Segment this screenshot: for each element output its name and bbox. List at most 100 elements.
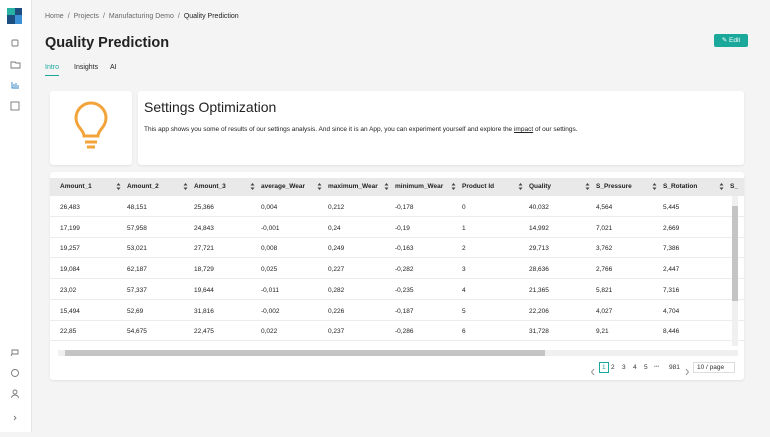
table-header	[50, 178, 744, 196]
column-header[interactable]: Amount_2	[127, 183, 159, 190]
table-cell: 3	[462, 266, 466, 274]
sort-arrows[interactable]	[652, 182, 657, 191]
table-cell: 48,151	[127, 204, 147, 211]
page-number[interactable]: 1	[599, 362, 609, 373]
sort-arrows[interactable]	[451, 182, 456, 191]
table-cell: 0,008	[261, 245, 278, 253]
column-header[interactable]: S_Rotation	[663, 183, 698, 190]
intro-link[interactable]: impact	[513, 126, 534, 133]
edit-button[interactable]: ✎ Edit	[714, 34, 748, 47]
table-cell: 5	[462, 307, 466, 315]
table-cell: 19,644	[194, 286, 214, 294]
sort-icon[interactable]	[451, 182, 456, 192]
sort-arrows[interactable]	[518, 182, 523, 191]
table-cell: -0,187	[395, 307, 414, 315]
table-cell: 17,199	[60, 224, 80, 232]
sidebar-icons	[7, 8, 22, 421]
tab[interactable]: AI	[110, 64, 117, 71]
column-header[interactable]: Product Id	[462, 183, 495, 190]
table-cell: 15,494	[60, 307, 80, 315]
next-page[interactable]	[684, 363, 690, 380]
table-cell: 3,762	[596, 245, 613, 253]
table-cell: 4,704	[663, 307, 680, 315]
table-cell: 0,227	[328, 266, 345, 274]
page-number[interactable]: 4	[633, 364, 637, 371]
table: Amount_1 Amount_2 Amount_3 average_Wear maxi…	[50, 178, 744, 350]
breadcrumb-separator: /	[102, 13, 105, 20]
column-header[interactable]: minimum_Wear	[395, 183, 444, 190]
sort-icon[interactable]	[116, 182, 121, 192]
sort-icon[interactable]	[652, 182, 657, 192]
sort-arrows[interactable]	[585, 182, 590, 191]
sort-icon[interactable]	[183, 182, 188, 192]
tab[interactable]: Insights	[74, 64, 99, 71]
table-cell: 2	[462, 245, 466, 253]
breadcrumb-item[interactable]: Manufacturing Demo	[108, 13, 174, 20]
intro-text-before: This app shows you some of results of ou…	[144, 126, 514, 133]
sort-arrows[interactable]	[183, 182, 188, 191]
breadcrumb-separator: /	[177, 13, 180, 20]
table-cell: 4,027	[596, 307, 613, 315]
column-header[interactable]: Amount_1	[60, 183, 92, 190]
table-cell: 0,282	[328, 286, 345, 294]
sort-arrows[interactable]	[116, 182, 121, 191]
page-number[interactable]: 981	[669, 364, 680, 371]
table-cell: -0,282	[395, 266, 414, 274]
page-size[interactable]: 10 / page	[693, 362, 736, 373]
sort-arrows[interactable]	[250, 182, 255, 191]
sort-arrows[interactable]	[317, 182, 322, 191]
table-cell: 2,447	[663, 266, 680, 274]
page-number[interactable]: 2	[611, 364, 615, 371]
chevron[interactable]	[590, 368, 596, 376]
table-cell: 57,337	[127, 286, 147, 294]
column-header[interactable]: S_Pressure	[596, 183, 632, 190]
page-title: Quality Prediction	[45, 35, 170, 51]
bulb-icon	[74, 101, 108, 149]
sort-icon[interactable]	[250, 182, 255, 192]
h-scroll-thumb[interactable]	[65, 350, 545, 356]
sort-icon[interactable]	[585, 182, 590, 192]
prev-page[interactable]	[590, 363, 596, 380]
row-divider	[50, 319, 744, 321]
breadcrumb-item[interactable]: Home	[45, 13, 64, 20]
page-number[interactable]: 3	[622, 364, 626, 371]
sort-icon[interactable]	[719, 182, 724, 192]
h-scrollbar[interactable]	[58, 350, 738, 356]
breadcrumb-item[interactable]: Projects	[73, 13, 99, 20]
table-cell: 5,445	[663, 204, 680, 211]
sort-arrows[interactable]	[719, 182, 724, 191]
table-cell: 7,021	[596, 224, 613, 232]
sort-arrows[interactable]	[384, 182, 389, 191]
page-ellipsis[interactable]: •••	[654, 364, 660, 370]
column-header[interactable]: average_Wear	[261, 183, 305, 190]
sort-icon[interactable]	[518, 182, 523, 192]
column-header[interactable]: Amount_3	[194, 183, 226, 190]
v-scrollbar[interactable]	[732, 196, 738, 346]
row-divider	[50, 340, 744, 342]
table-cell: 18,729	[194, 266, 214, 274]
row-divider	[50, 216, 744, 217]
sort-icon[interactable]	[317, 182, 322, 192]
column-header[interactable]: Quality	[529, 183, 552, 190]
table-cell: 22,85	[60, 328, 77, 336]
column-header[interactable]: maximum_Wear	[328, 183, 378, 190]
table-cell: 5,821	[596, 286, 613, 294]
table-cell: 27,721	[194, 245, 214, 253]
v-scroll-thumb[interactable]	[732, 206, 738, 301]
table-cell: 7,316	[663, 286, 680, 294]
table-cell: -0,19	[395, 224, 410, 232]
chevron[interactable]	[684, 368, 690, 376]
intro-text-after: of our settings.	[533, 126, 578, 133]
sort-icon[interactable]	[384, 182, 389, 192]
row-divider	[50, 257, 744, 259]
table-cell: 4,564	[596, 204, 613, 211]
tab[interactable]: Intro	[45, 64, 60, 76]
table-cell: 0	[462, 204, 466, 211]
table-cell: 9,21	[596, 328, 609, 336]
column-header[interactable]: S_	[730, 183, 738, 190]
edit-label[interactable]: Edit	[729, 37, 741, 44]
table-cell: 31,728	[529, 328, 549, 336]
page-number[interactable]: 5	[644, 364, 648, 371]
table-cell: -0,286	[395, 328, 414, 336]
breadcrumb: Home / Projects / Manufacturing Demo / Quality…	[45, 13, 239, 20]
